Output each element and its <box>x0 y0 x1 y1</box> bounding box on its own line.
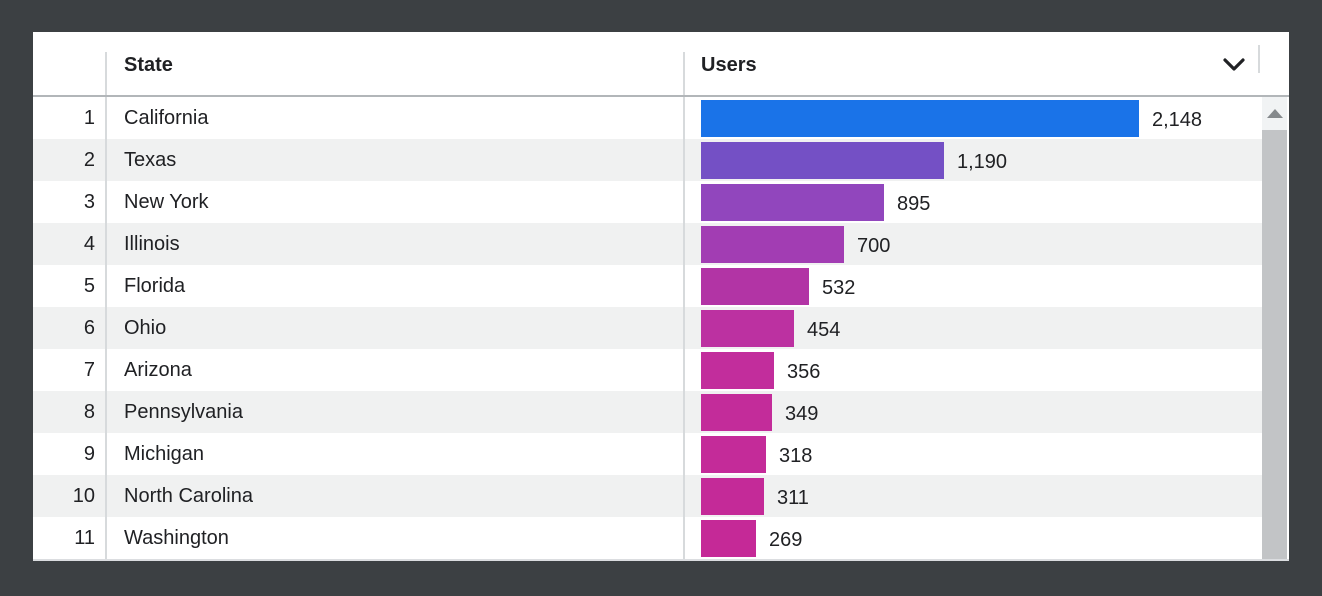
row-users-cell: 318 <box>683 433 1262 475</box>
row-state: New York <box>124 191 209 213</box>
row-state: Illinois <box>124 233 180 255</box>
row-rank: 1 <box>83 107 95 129</box>
table-row[interactable]: 4 Illinois 700 <box>33 223 1262 265</box>
users-bar <box>701 141 944 179</box>
users-bar <box>701 519 756 557</box>
table-row[interactable]: 1 California 2,148 <box>33 97 1262 139</box>
users-bar <box>701 435 766 473</box>
bar-value-label: 269 <box>769 528 803 551</box>
users-bar <box>701 393 772 431</box>
header-divider <box>683 52 685 95</box>
row-rank: 2 <box>83 149 95 171</box>
row-state: North Carolina <box>124 485 253 507</box>
scrollbar-thumb[interactable] <box>1262 130 1287 559</box>
row-state: Pennsylvania <box>124 401 243 423</box>
row-users-cell: 700 <box>683 223 1262 265</box>
scrollbar[interactable] <box>1262 97 1287 559</box>
users-bar <box>701 225 844 263</box>
row-rank: 9 <box>83 443 95 465</box>
row-rank: 3 <box>83 191 95 213</box>
triangle-up-icon <box>1266 109 1283 118</box>
bar-value-label: 349 <box>785 402 819 425</box>
row-users-cell: 895 <box>683 181 1262 223</box>
row-users-cell: 349 <box>683 391 1262 433</box>
row-rank: 8 <box>83 401 95 423</box>
table-row[interactable]: 9 Michigan 318 <box>33 433 1262 475</box>
row-state: Michigan <box>124 443 205 465</box>
row-users-cell: 1,190 <box>683 139 1262 181</box>
bar-value-label: 532 <box>822 276 856 299</box>
row-rank: 11 <box>74 527 95 549</box>
bar-value-label: 700 <box>857 234 891 257</box>
header-divider <box>1258 45 1260 73</box>
row-rank: 4 <box>83 233 95 255</box>
bar-value-label: 2,148 <box>1152 108 1203 131</box>
column-header-users[interactable]: Users <box>701 54 757 76</box>
table-chart-card: State Users 1 California 2,148 2 Texas 1,190 3… <box>33 32 1289 561</box>
table-row[interactable]: 8 Pennsylvania 349 <box>33 391 1262 433</box>
bar-value-label: 356 <box>787 360 821 383</box>
row-state: Arizona <box>124 359 192 381</box>
table-header: State Users <box>33 32 1289 97</box>
card-bottom-strip <box>33 559 1289 561</box>
table-row[interactable]: 7 Arizona 356 <box>33 349 1262 391</box>
users-bar <box>701 267 809 305</box>
row-state: Washington <box>124 527 229 549</box>
users-bar <box>701 309 794 347</box>
bar-value-label: 454 <box>807 318 841 341</box>
bar-value-label: 318 <box>779 444 813 467</box>
table-row[interactable]: 5 Florida 532 <box>33 265 1262 307</box>
row-users-cell: 454 <box>683 307 1262 349</box>
header-divider <box>105 52 107 95</box>
table-row[interactable]: 2 Texas 1,190 <box>33 139 1262 181</box>
users-bar <box>701 183 884 221</box>
table-row[interactable]: 10 North Carolina 311 <box>33 475 1262 517</box>
row-state: Texas <box>124 149 177 171</box>
row-users-cell: 269 <box>683 517 1262 559</box>
users-bar <box>701 477 764 515</box>
table-row[interactable]: 6 Ohio 454 <box>33 307 1262 349</box>
row-users-cell: 532 <box>683 265 1262 307</box>
scroll-up-button[interactable] <box>1262 97 1287 130</box>
table-row[interactable]: 11 Washington 269 <box>33 517 1262 559</box>
table-body: 1 California 2,148 2 Texas 1,190 3 New York 895 4… <box>33 97 1262 559</box>
users-bar <box>701 351 774 389</box>
bar-value-label: 1,190 <box>957 150 1008 173</box>
row-rank: 7 <box>83 359 95 381</box>
users-bar <box>701 99 1139 137</box>
row-rank: 5 <box>83 275 95 297</box>
row-state: Ohio <box>124 317 167 339</box>
row-users-cell: 356 <box>683 349 1262 391</box>
column-header-state[interactable]: State <box>124 54 173 76</box>
row-state: Florida <box>124 275 186 297</box>
bar-value-label: 895 <box>897 192 931 215</box>
table-row[interactable]: 3 New York 895 <box>33 181 1262 223</box>
row-rank: 10 <box>72 485 95 507</box>
row-users-cell: 311 <box>683 475 1262 517</box>
row-rank: 6 <box>83 317 95 339</box>
chevron-down-icon[interactable] <box>1223 58 1245 72</box>
row-users-cell: 2,148 <box>683 97 1262 139</box>
row-state: California <box>124 107 209 129</box>
bar-value-label: 311 <box>777 486 809 509</box>
